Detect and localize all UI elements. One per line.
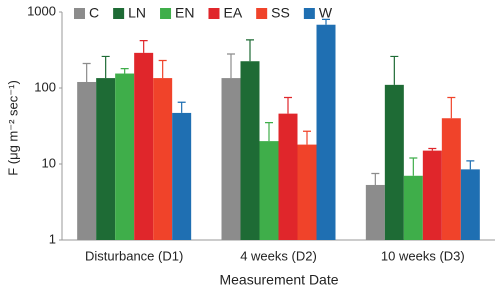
bar [316,24,336,240]
error-bar [158,59,167,79]
legend-swatch [113,8,125,19]
legend-swatch [160,8,172,19]
y-tick-label: 100 [34,79,56,94]
legend-label: EN [175,5,194,21]
bar [403,175,423,240]
error-bar [409,157,418,176]
error-bar [139,40,148,53]
bar [153,78,173,240]
y-tick-label: 10 [42,155,56,170]
legend-label: SS [271,5,290,21]
error-bar [82,62,91,82]
error-bar [227,53,235,79]
bar [422,150,442,240]
error-bar [120,67,129,74]
error-bar [447,96,456,119]
x-axis-title: Measurement Date [219,272,338,288]
x-tick-label: 4 weeks (D2) [240,248,317,263]
error-bar [466,160,475,170]
y-tick-label: 1000 [27,3,56,18]
error-bar [265,122,273,142]
bar [460,169,480,240]
legend-label: EA [223,5,242,21]
bar [441,118,461,240]
bar [96,78,116,240]
error-bar [428,147,437,151]
bar [297,144,317,240]
legend-label: W [319,5,333,21]
legend-swatch [303,8,315,19]
error-bar [101,55,110,79]
bar [115,73,135,240]
y-tick-label: 1 [49,231,56,246]
bar [221,78,241,240]
error-bar [303,130,311,145]
error-bar [177,101,186,113]
bar [278,113,298,240]
bar [134,52,154,240]
legend-swatch [256,8,268,19]
bar [240,61,260,240]
error-bar [371,172,380,185]
bar [384,84,404,240]
error-bar [246,39,254,62]
legend-label: C [89,5,99,21]
error-bar [284,96,292,114]
bar [259,141,279,240]
legend-swatch [74,8,85,19]
legend-swatch [208,8,220,19]
x-tick-label: Disturbance (D1) [85,248,183,263]
y-axis-title: F (μg m⁻² sec⁻¹) [5,80,20,176]
x-tick-label: 10 weeks (D3) [381,248,465,263]
error-bar [390,55,399,85]
bar [77,81,97,240]
bar [365,184,385,240]
bar [172,112,192,240]
legend-label: LN [128,5,146,21]
error-bar [322,18,330,25]
